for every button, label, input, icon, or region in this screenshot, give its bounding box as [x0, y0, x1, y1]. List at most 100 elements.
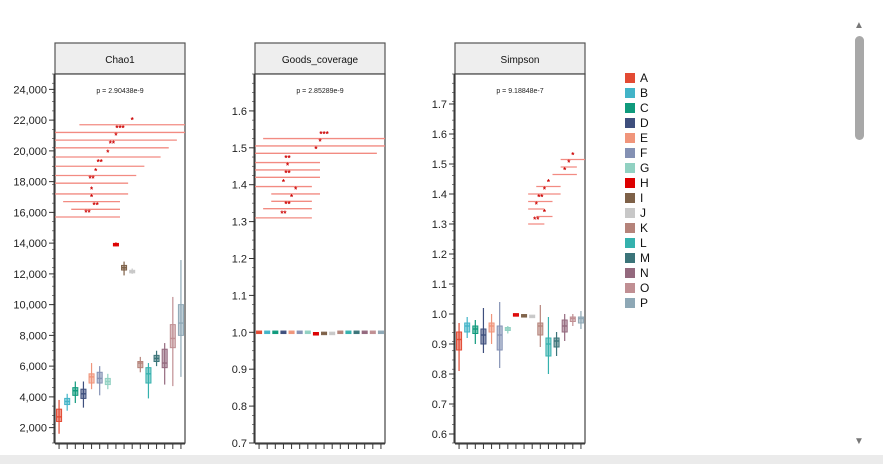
- panel-title: Chao1: [105, 55, 135, 66]
- box-K: [337, 330, 344, 335]
- legend-swatch: [625, 133, 635, 143]
- legend-item: E: [625, 131, 648, 145]
- legend-label: D: [640, 116, 649, 130]
- significance-label: **: [84, 208, 91, 217]
- box-H: [112, 242, 119, 247]
- legend-label: K: [640, 221, 648, 235]
- horizontal-scrollbar[interactable]: [0, 455, 883, 464]
- y-tick-label: 0.6: [432, 429, 447, 441]
- legend-item: O: [625, 281, 649, 295]
- legend-item: N: [625, 266, 649, 280]
- y-tick-label: 1.1: [232, 290, 247, 302]
- significance-label: **: [280, 209, 287, 218]
- y-tick-label: 1.2: [232, 254, 247, 266]
- legend-item: F: [625, 146, 647, 160]
- legend-swatch: [625, 268, 635, 278]
- legend-item: A: [625, 71, 648, 85]
- legend-item: K: [625, 221, 648, 235]
- box-E: [288, 330, 295, 335]
- significance-bracket: **: [263, 200, 312, 210]
- panel-title: Goods_coverage: [282, 55, 359, 66]
- y-tick-label: 2,000: [19, 423, 47, 435]
- y-tick-label: 0.9: [432, 339, 447, 351]
- significance-label: *: [543, 186, 547, 195]
- box-K: [137, 356, 144, 373]
- legend-label: N: [640, 266, 649, 280]
- significance-bracket: *: [255, 145, 377, 154]
- significance-label: **: [97, 158, 104, 167]
- y-tick-label: 10,000: [13, 300, 47, 312]
- significance-bracket: **: [55, 175, 129, 184]
- box-E: [88, 363, 95, 390]
- box-P: [377, 330, 384, 335]
- legend-item: H: [625, 176, 649, 190]
- y-tick-label: 1.0: [432, 309, 447, 321]
- y-tick-label: 8,000: [19, 330, 47, 342]
- significance-label: *: [567, 159, 571, 168]
- box-P: [177, 260, 184, 377]
- pvalue-label: p = 2.90438e-9: [96, 88, 143, 95]
- significance-bracket: *: [63, 193, 120, 203]
- significance-bracket: **: [255, 209, 312, 219]
- box-B: [264, 330, 271, 335]
- box-N: [161, 343, 168, 385]
- y-tick-label: 1.1: [432, 279, 447, 291]
- significance-label: **: [93, 201, 100, 210]
- significance-label: *: [318, 137, 322, 146]
- box-F: [496, 302, 503, 368]
- box-body: [464, 322, 471, 333]
- legend-item: C: [625, 101, 649, 115]
- significance-label: ***: [115, 124, 125, 133]
- scroll-down-icon[interactable]: ▼: [854, 436, 864, 447]
- y-tick-label: 6,000: [19, 361, 47, 373]
- significance-label: ***: [319, 130, 329, 139]
- box-A: [56, 399, 63, 434]
- scrollbar-thumb[interactable]: [855, 36, 864, 140]
- box-I: [521, 314, 528, 318]
- box-L: [145, 363, 152, 399]
- legend-label: J: [640, 206, 646, 220]
- legend-item: P: [625, 296, 648, 310]
- box-body: [137, 361, 144, 369]
- y-tick-label: 1.6: [232, 106, 247, 118]
- box-K: [537, 305, 544, 347]
- significance-label: **: [284, 169, 291, 178]
- legend-label: H: [640, 176, 649, 190]
- legend-item: B: [625, 86, 648, 100]
- box-M: [553, 332, 560, 356]
- significance-bracket: **: [528, 216, 545, 225]
- significance-label: **: [533, 216, 540, 225]
- legend-swatch: [625, 283, 635, 293]
- significance-label: *: [535, 201, 539, 210]
- legend-label: O: [640, 281, 649, 295]
- legend-label: C: [640, 101, 649, 115]
- significance-label: *: [547, 178, 551, 187]
- significance-label: *: [571, 151, 575, 160]
- box-D: [480, 308, 487, 353]
- significance-bracket: *: [55, 185, 129, 195]
- legend-swatch: [625, 103, 635, 113]
- significance-bracket: *: [560, 151, 585, 161]
- significance-label: *: [114, 132, 118, 141]
- significance-label: *: [563, 166, 567, 175]
- significance-bracket: *: [55, 167, 137, 177]
- significance-label: *: [314, 145, 318, 154]
- y-tick-label: 1.5: [232, 143, 247, 155]
- scroll-up-icon[interactable]: ▲: [854, 20, 864, 31]
- legend-swatch: [625, 88, 635, 98]
- box-body: [88, 373, 95, 384]
- significance-bracket: *: [255, 161, 320, 171]
- box-C: [472, 320, 479, 344]
- significance-bracket: *: [536, 208, 553, 218]
- significance-bracket: **: [528, 193, 553, 203]
- plot-area: [254, 73, 386, 444]
- significance-label: **: [109, 139, 116, 148]
- y-tick-label: 1.2: [432, 249, 447, 261]
- legend-label: I: [640, 191, 643, 205]
- significance-bracket: *: [255, 178, 312, 188]
- y-tick-label: 0.7: [432, 399, 447, 411]
- plot-area: [454, 73, 586, 444]
- box-M: [353, 330, 360, 335]
- significance-bracket: *: [536, 178, 561, 188]
